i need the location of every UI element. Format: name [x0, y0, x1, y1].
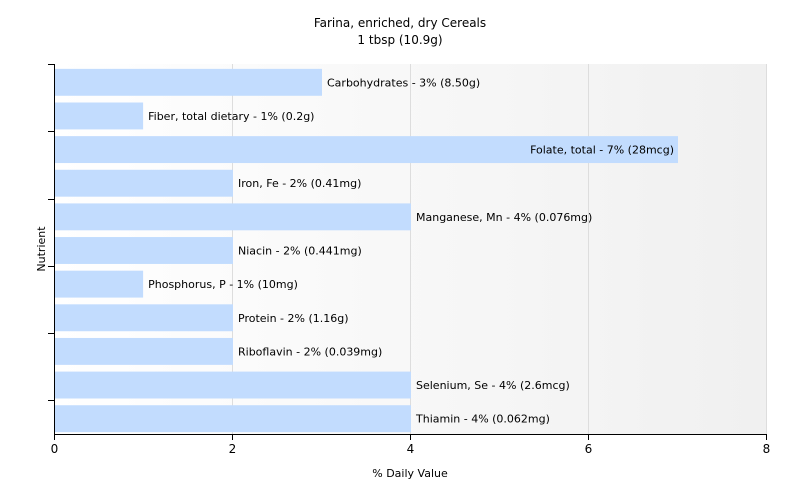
bar-label: Protein - 2% (1.16g): [238, 312, 349, 325]
bar: [55, 102, 144, 130]
bar: [55, 169, 233, 197]
bar-label: Carbohydrates - 3% (8.50g): [327, 76, 480, 89]
bar: [55, 371, 411, 399]
bar-label: Riboflavin - 2% (0.039mg): [238, 345, 382, 358]
bar: [55, 68, 322, 96]
chart-title: Farina, enriched, dry Cereals: [314, 16, 486, 30]
bar-label: Selenium, Se - 4% (2.6mcg): [416, 379, 570, 392]
bar-label: Fiber, total dietary - 1% (0.2g): [148, 110, 314, 123]
bar-label: Thiamin - 4% (0.062mg): [415, 413, 550, 426]
bars: [55, 68, 678, 433]
x-tick-label: 0: [51, 442, 59, 456]
chart-subtitle: 1 tbsp (10.9g): [357, 33, 442, 47]
y-axis-label: Nutrient: [35, 226, 48, 272]
bar: [55, 405, 411, 433]
bar: [55, 203, 411, 231]
x-tick-label: 2: [229, 442, 237, 456]
bar: [55, 304, 233, 332]
bar-label: Manganese, Mn - 4% (0.076mg): [416, 211, 592, 224]
bar-label: Folate, total - 7% (28mcg): [530, 144, 674, 157]
bar-labels: Carbohydrates - 3% (8.50g) Fiber, total d…: [148, 76, 674, 425]
bar: [55, 136, 678, 164]
x-tick-label: 8: [763, 442, 771, 456]
bar-label: Phosphorus, P - 1% (10mg): [148, 278, 298, 291]
x-ticks: 0 2 4 6 8: [51, 434, 771, 456]
bar: [55, 337, 233, 365]
bar: [55, 237, 233, 264]
x-tick-label: 6: [585, 442, 593, 456]
x-tick-label: 4: [407, 442, 415, 456]
bar-label: Niacin - 2% (0.441mg): [238, 245, 362, 258]
bar: [55, 270, 144, 298]
x-axis-label: % Daily Value: [372, 467, 448, 480]
bar-label: Iron, Fe - 2% (0.41mg): [238, 177, 361, 190]
